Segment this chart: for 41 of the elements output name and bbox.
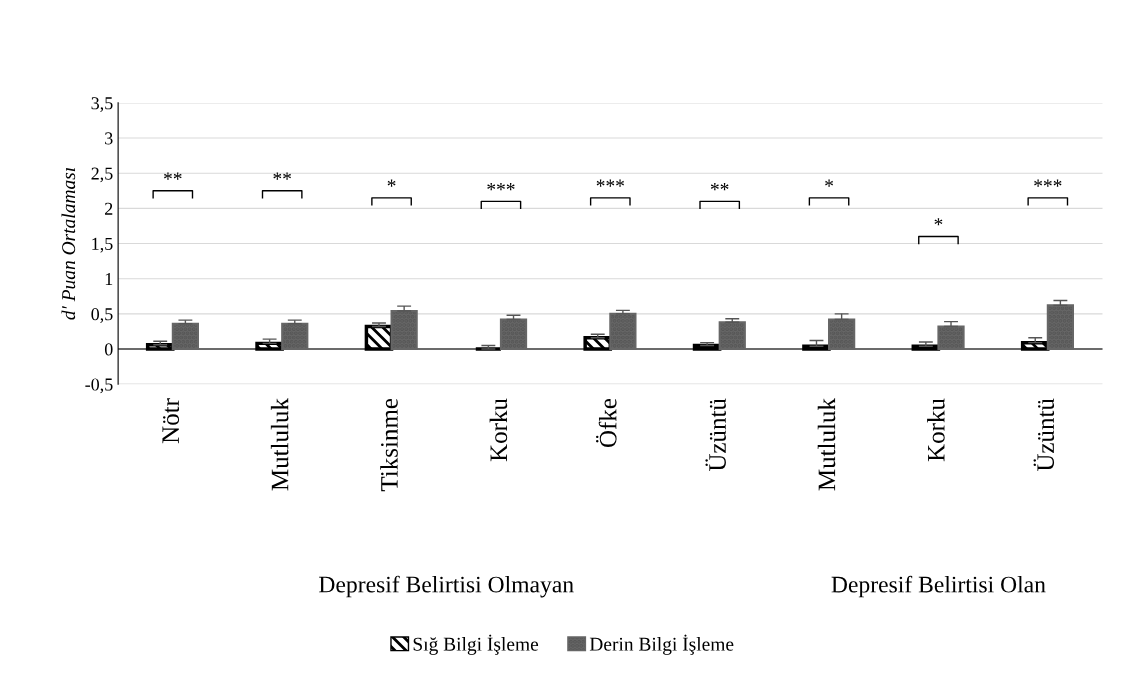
bar bbox=[499, 318, 528, 351]
annotation: * bbox=[934, 218, 943, 226]
x-tick-label: Korku bbox=[489, 398, 508, 462]
y-axis-title: d′ Puan Ortalaması bbox=[61, 168, 76, 320]
legend-label: Derin Bilgi İşleme bbox=[589, 634, 734, 655]
x-tick-label: Üzüntü bbox=[1033, 398, 1055, 472]
x-tick-label: Tiksinme bbox=[380, 398, 398, 492]
bar bbox=[718, 321, 746, 351]
annotation: ** bbox=[164, 172, 182, 180]
bar bbox=[390, 309, 418, 351]
x-tick-label: Öfke bbox=[596, 398, 617, 447]
bar bbox=[937, 325, 965, 351]
annotation: *** bbox=[1034, 179, 1062, 187]
x-tick-label: Üzüntü bbox=[705, 398, 726, 472]
bar bbox=[609, 312, 637, 351]
y-tick-label: 2 bbox=[105, 202, 113, 215]
annotation: *** bbox=[596, 179, 624, 187]
y-tick-label: 0,5 bbox=[91, 308, 113, 323]
y-tick-label: 1 bbox=[105, 273, 113, 285]
bar bbox=[171, 322, 200, 351]
x-tick-label: Nötr bbox=[162, 398, 180, 444]
text: Depresif Belirtisi Olan bbox=[831, 575, 1046, 598]
y-tick-label: 3 bbox=[105, 132, 113, 145]
annotation: ** bbox=[273, 172, 291, 180]
x-tick-label: Mutluluk bbox=[817, 398, 836, 491]
y-tick-label: 3,5 bbox=[91, 97, 113, 112]
legend-label: Sığ Bilgi İşleme bbox=[413, 634, 539, 655]
bar bbox=[1046, 304, 1075, 351]
y-tick-label: 2,5 bbox=[91, 167, 113, 183]
y-tick-label: -0,5 bbox=[85, 378, 113, 394]
y-tick-label: 0 bbox=[104, 343, 113, 356]
annotation: * bbox=[825, 179, 833, 187]
bar bbox=[828, 318, 856, 351]
x-tick-label: Mutluluk bbox=[270, 398, 289, 491]
annotation: *** bbox=[487, 183, 515, 191]
annotation: * bbox=[387, 179, 396, 187]
bar bbox=[281, 322, 309, 351]
text: Depresif Belirtisi Olmayan bbox=[319, 575, 574, 598]
x-tick-label: Korku bbox=[927, 398, 945, 462]
annotation: ** bbox=[710, 183, 729, 191]
y-tick-label: 1,5 bbox=[92, 237, 113, 253]
